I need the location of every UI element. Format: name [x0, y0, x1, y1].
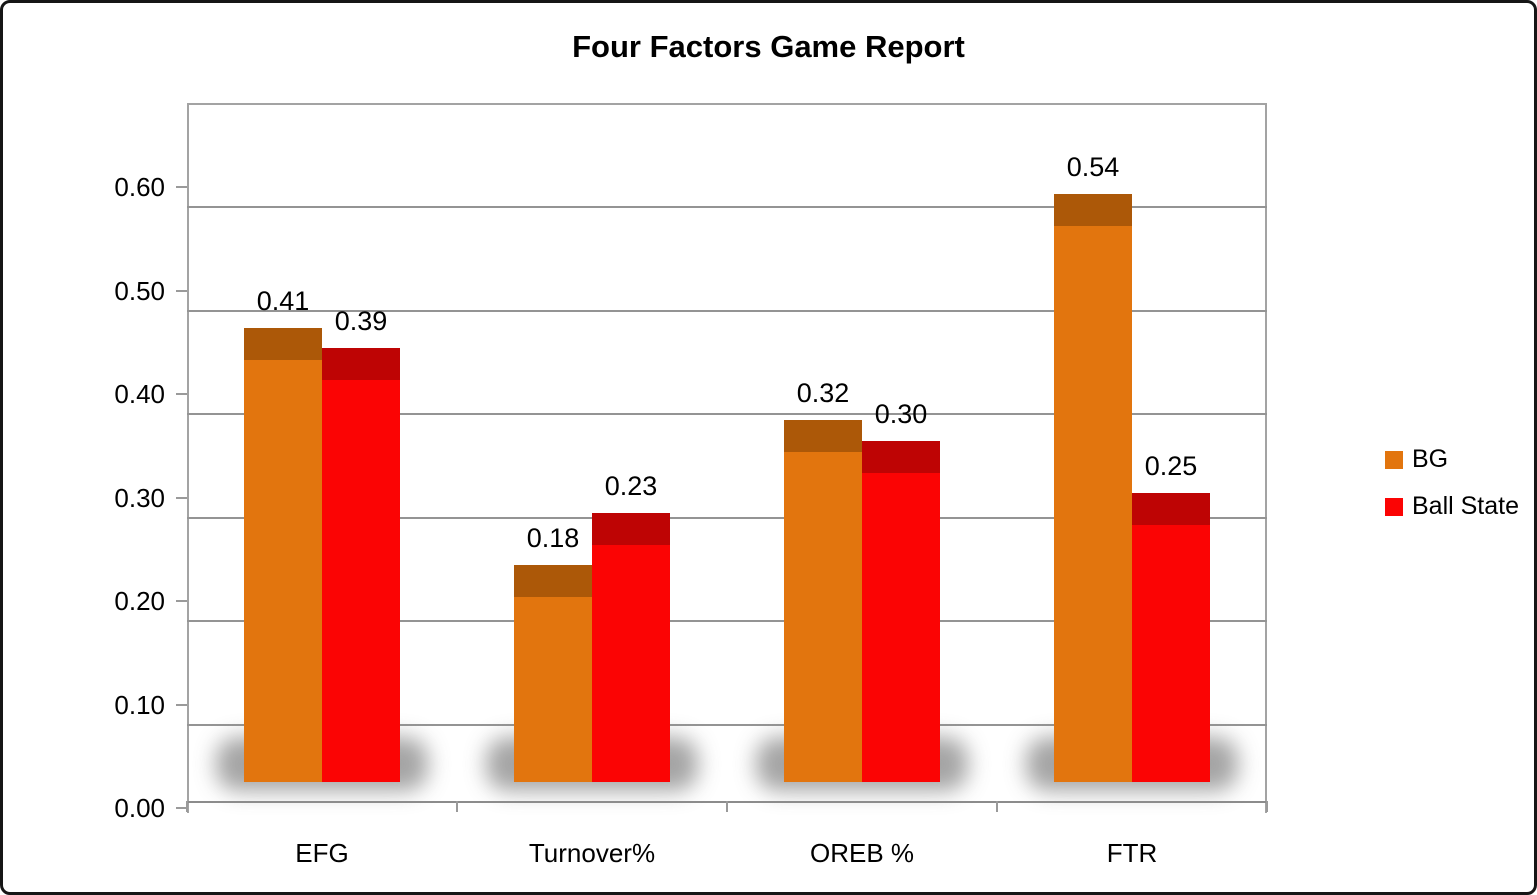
gridline — [187, 413, 1267, 415]
legend-label-ball-state: Ball State — [1412, 492, 1520, 520]
data-label: 0.39 — [334, 306, 388, 337]
legend-item-bg: BG — [1385, 447, 1519, 472]
bar-top-bevel — [862, 441, 940, 473]
bar-ball-state-oreb — [862, 441, 940, 782]
plot-border-left — [187, 103, 189, 813]
legend-label-bg: BG — [1412, 445, 1449, 473]
gridline — [187, 309, 1267, 312]
y-axis-tick-label: 0.40 — [114, 379, 165, 409]
gridline — [187, 516, 1267, 519]
bar-ball-state-turnover — [592, 513, 670, 782]
bar-bg-ftr — [1054, 193, 1132, 782]
data-label: 0.54 — [1066, 151, 1120, 182]
y-axis-tick-mark — [176, 496, 187, 499]
bar-top-bevel — [322, 348, 400, 381]
legend-item-ball-state: Ball State — [1385, 494, 1519, 519]
y-axis-tick-mark — [176, 186, 187, 188]
x-axis-tick-mark — [996, 801, 998, 812]
bar-bg-oreb — [784, 420, 862, 782]
bar-top-bevel — [784, 420, 862, 453]
bar-top-bevel — [244, 327, 322, 360]
bar-ball-state-ftr — [1132, 492, 1210, 782]
y-axis-tick-label: 0.20 — [114, 586, 165, 616]
legend-swatch-ball-state-icon — [1385, 497, 1403, 516]
data-label: 0.41 — [256, 285, 310, 316]
y-axis-tick-label: 0.50 — [114, 275, 165, 306]
x-axis-tick-mark — [456, 801, 458, 812]
bar-bg-turnover — [514, 564, 592, 782]
x-axis-category-label: OREB % — [809, 838, 915, 868]
x-axis-category-label: Turnover% — [528, 838, 656, 868]
x-axis-tick-mark — [726, 801, 728, 812]
bar-top-bevel — [514, 564, 592, 597]
bar-top-bevel — [1054, 193, 1132, 226]
y-axis-tick-mark — [176, 289, 187, 292]
x-axis-tick-mark — [1266, 801, 1268, 812]
y-axis-tick-mark — [176, 600, 187, 602]
plot-border-right — [1265, 103, 1267, 813]
bar-ball-state-efg — [322, 348, 400, 782]
chart-title: Four Factors Game Report — [572, 29, 965, 64]
data-label: 0.32 — [796, 378, 850, 409]
legend: BG Ball State — [1385, 447, 1519, 541]
data-label: 0.18 — [526, 522, 580, 553]
legend-swatch-bg-icon — [1385, 450, 1403, 469]
y-axis-tick-label: 0.00 — [114, 793, 165, 823]
bar-bg-efg — [244, 327, 322, 782]
y-axis-tick-label: 0.30 — [114, 482, 165, 513]
gridline — [187, 723, 1267, 726]
y-axis-tick-mark — [176, 393, 187, 395]
plot-border-top — [187, 103, 1267, 105]
x-axis-category-label: EFG — [295, 838, 349, 868]
y-axis-tick-mark — [176, 807, 187, 809]
y-axis-tick-label: 0.10 — [114, 689, 165, 720]
y-axis-tick-mark — [176, 703, 187, 706]
gridline — [187, 620, 1267, 622]
y-axis-tick-label: 0.60 — [114, 172, 165, 202]
bar-top-bevel — [1132, 492, 1210, 525]
data-label: 0.30 — [874, 399, 928, 429]
bar-top-bevel — [592, 513, 670, 546]
x-axis-tick-mark — [186, 801, 188, 812]
data-label: 0.25 — [1144, 450, 1198, 481]
gridline — [187, 206, 1267, 208]
x-axis-category-label: FTR — [1106, 838, 1158, 868]
data-label: 0.23 — [604, 471, 658, 502]
